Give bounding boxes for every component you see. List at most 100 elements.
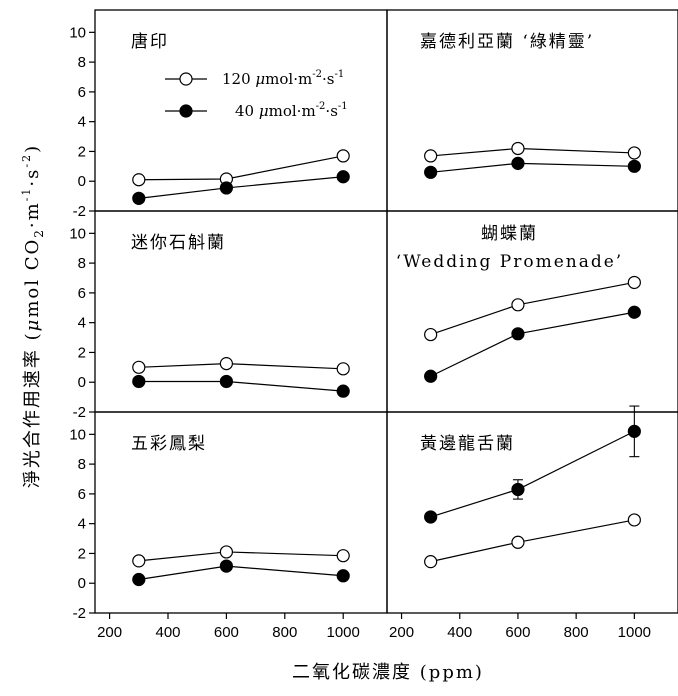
series-line-40: [138, 380, 344, 392]
y-tick-label: 10: [69, 225, 86, 242]
data-point-40: [336, 170, 350, 184]
data-point-40: [511, 156, 525, 170]
x-axis-ticks: 200 400 600 800 1000 200 400 600 800 1000: [97, 613, 651, 641]
y-tick-label: 10: [69, 24, 86, 41]
y-tick-label: 2: [78, 344, 86, 361]
y-axis-ticks: 10 8 6 4 2 0 -2 10 8 6 4 2 0 -2 10 8 6 4 2 0 -2: [69, 24, 95, 622]
data-point-40: [132, 191, 146, 205]
legend-label-120: 120 μmol·m-2·s-1: [222, 69, 344, 88]
y-tick-label: 8: [78, 54, 86, 71]
y-tick-label: 2: [78, 143, 86, 160]
data-point-120: [424, 149, 438, 163]
data-point-120: [132, 360, 146, 374]
x-tick-label: 200: [389, 624, 414, 641]
series-line-40: [430, 311, 635, 377]
panel-title: 嘉德利亞蘭 ‘綠精靈’: [420, 32, 594, 52]
series-line-120: [430, 519, 635, 563]
data-point-40: [424, 165, 438, 179]
panel-5: 五彩鳳梨: [131, 434, 350, 587]
data-point-120: [627, 275, 641, 290]
legend: 120 μmol·m-2·s-1 40 μmol·m-2·s-1: [165, 69, 348, 120]
y-axis-title: 淨光合作用速率 (μmol CO2·m-1·s-2): [20, 144, 46, 488]
series-line-120: [430, 147, 635, 157]
x-tick-label: 1000: [327, 624, 360, 641]
y-tick-label: 8: [78, 456, 86, 473]
series-line-40: [138, 565, 344, 581]
y-tick-label: -2: [73, 203, 86, 220]
y-tick-label: 8: [78, 255, 86, 272]
y-tick-label: 6: [78, 486, 86, 503]
data-point-120: [627, 146, 641, 160]
data-point-120: [336, 549, 350, 563]
data-point-120: [511, 535, 525, 549]
data-point-40: [219, 374, 233, 389]
panel-title: 五彩鳳梨: [131, 434, 207, 454]
data-point-120: [511, 298, 525, 312]
panel-title: 黃邊龍舌蘭: [420, 434, 515, 454]
panel-6: 黃邊龍舌蘭: [420, 405, 641, 569]
panel-title: 蝴蝶蘭: [481, 224, 538, 244]
data-point-40: [336, 569, 350, 583]
data-point-120: [424, 327, 438, 342]
panel-3: 迷你石斛蘭: [131, 233, 350, 398]
x-tick-label: 200: [97, 624, 122, 641]
series-line-120: [138, 363, 344, 370]
x-tick-label: 1000: [618, 624, 651, 641]
y-tick-label: 0: [78, 374, 86, 391]
data-point-120: [219, 545, 233, 559]
data-point-120: [336, 362, 350, 376]
x-axis-title: 二氧化碳濃度 (ppm): [292, 662, 484, 683]
panel-frame-6: [386, 411, 678, 614]
data-point-40: [219, 559, 233, 573]
data-point-40: [424, 369, 438, 383]
y-tick-label: 4: [78, 114, 86, 131]
panel-title: 迷你石斛蘭: [131, 233, 226, 253]
legend-marker-40: [179, 104, 193, 118]
data-point-40: [336, 384, 350, 398]
series-line-40: [430, 162, 635, 173]
panel-title: 唐印: [131, 31, 169, 52]
data-point-120: [219, 357, 233, 371]
data-point-120: [424, 555, 438, 569]
y-tick-label: 4: [78, 516, 86, 533]
panel-2: 嘉德利亞蘭 ‘綠精靈’: [420, 32, 641, 179]
x-tick-label: 600: [214, 624, 239, 641]
series-line-120: [138, 551, 344, 562]
data-point-120: [132, 554, 146, 568]
y-tick-label: 4: [78, 315, 86, 332]
panel-4: 蝴蝶蘭 ‘Wedding Promenade’: [396, 224, 641, 383]
data-point-40: [511, 482, 525, 497]
legend-label-40: 40 μmol·m-2·s-1: [235, 101, 348, 120]
panel-subtitle: ‘Wedding Promenade’: [396, 252, 623, 272]
x-tick-label: 800: [564, 624, 589, 641]
data-point-40: [627, 159, 641, 173]
x-tick-label: 400: [155, 624, 180, 641]
data-point-40: [424, 510, 438, 524]
data-point-40: [132, 572, 146, 587]
data-point-40: [627, 424, 641, 438]
panel-content: 唐印 嘉德利亞蘭 ‘綠精靈’ 迷你石斛蘭 蝴蝶蘭 ‘Wedding Promenade’…: [131, 31, 641, 587]
panel-frames: [94, 9, 678, 614]
x-tick-label: 800: [272, 624, 297, 641]
y-tick-label: -2: [73, 605, 86, 622]
x-tick-label: 600: [505, 624, 530, 641]
data-point-40: [627, 305, 641, 319]
series-line-120: [430, 281, 635, 336]
y-tick-label: -2: [73, 404, 86, 421]
y-tick-label: 0: [78, 173, 86, 190]
panel-1: 唐印: [131, 31, 350, 205]
legend-marker-120: [179, 72, 193, 86]
y-tick-label: 10: [69, 426, 86, 443]
y-tick-label: 0: [78, 575, 86, 592]
y-tick-label: 6: [78, 285, 86, 302]
series-line-120: [138, 155, 344, 181]
data-point-120: [511, 141, 525, 156]
y-tick-label: 2: [78, 545, 86, 562]
data-point-40: [132, 374, 146, 389]
x-tick-label: 400: [447, 624, 472, 641]
data-point-40: [511, 327, 525, 341]
data-point-40: [219, 181, 233, 195]
data-point-120: [627, 513, 641, 527]
data-point-120: [336, 149, 350, 163]
